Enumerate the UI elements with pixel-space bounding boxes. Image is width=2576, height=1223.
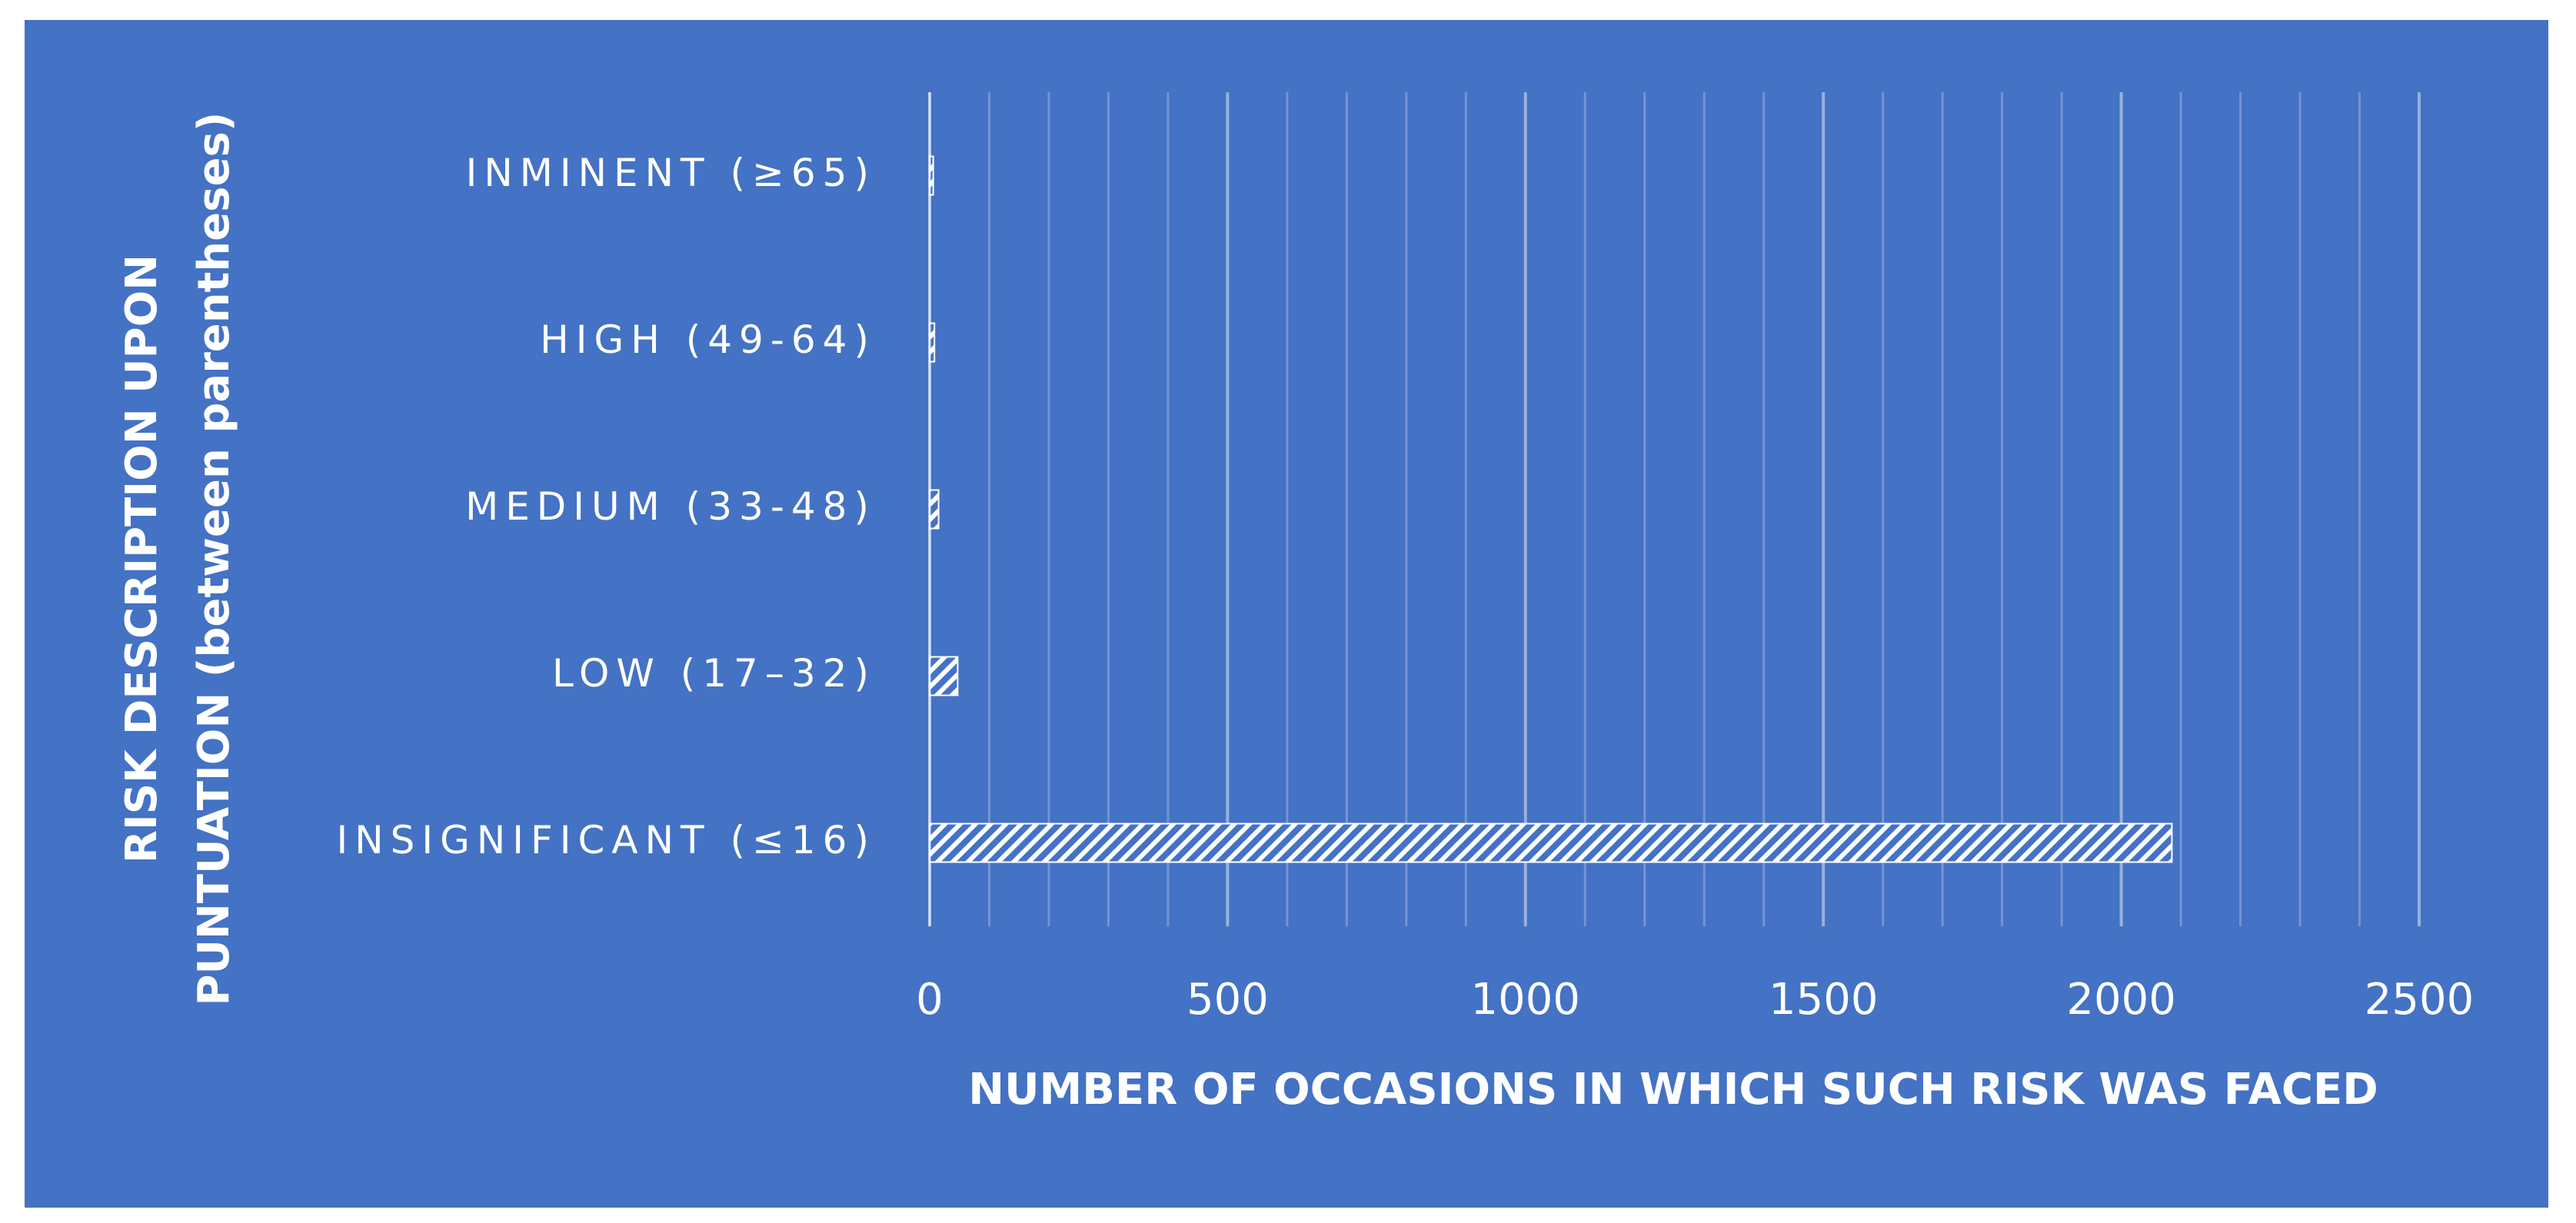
x-tick-label: 2500 [2365, 975, 2474, 1025]
y-tick-label: INMINENT (≥65) [466, 151, 876, 195]
bar [929, 823, 2173, 863]
x-tick-label: 1500 [1769, 975, 1879, 1025]
chart-background [25, 20, 2548, 1208]
y-tick-label: LOW (17–32) [552, 651, 876, 696]
y-tick-label: INSIGNIFICANT (≤16) [336, 818, 876, 862]
y-tick-label: MEDIUM (33-48) [465, 484, 876, 529]
y-axis-title: RISK DESCRIPTION UPON [117, 254, 167, 863]
x-tick-label: 500 [1186, 975, 1269, 1025]
x-tick-label: 2000 [2066, 975, 2176, 1025]
y-tick-label: HIGH (49-64) [540, 317, 876, 362]
y-axis-title: PUNTUATION (between parentheses) [189, 111, 239, 1005]
x-tick-label: 0 [916, 975, 944, 1025]
bar [929, 656, 959, 696]
x-tick-label: 1000 [1471, 975, 1581, 1025]
bar [929, 489, 940, 530]
x-axis-title: NUMBER OF OCCASIONS IN WHICH SUCH RISK W… [968, 1065, 2378, 1115]
